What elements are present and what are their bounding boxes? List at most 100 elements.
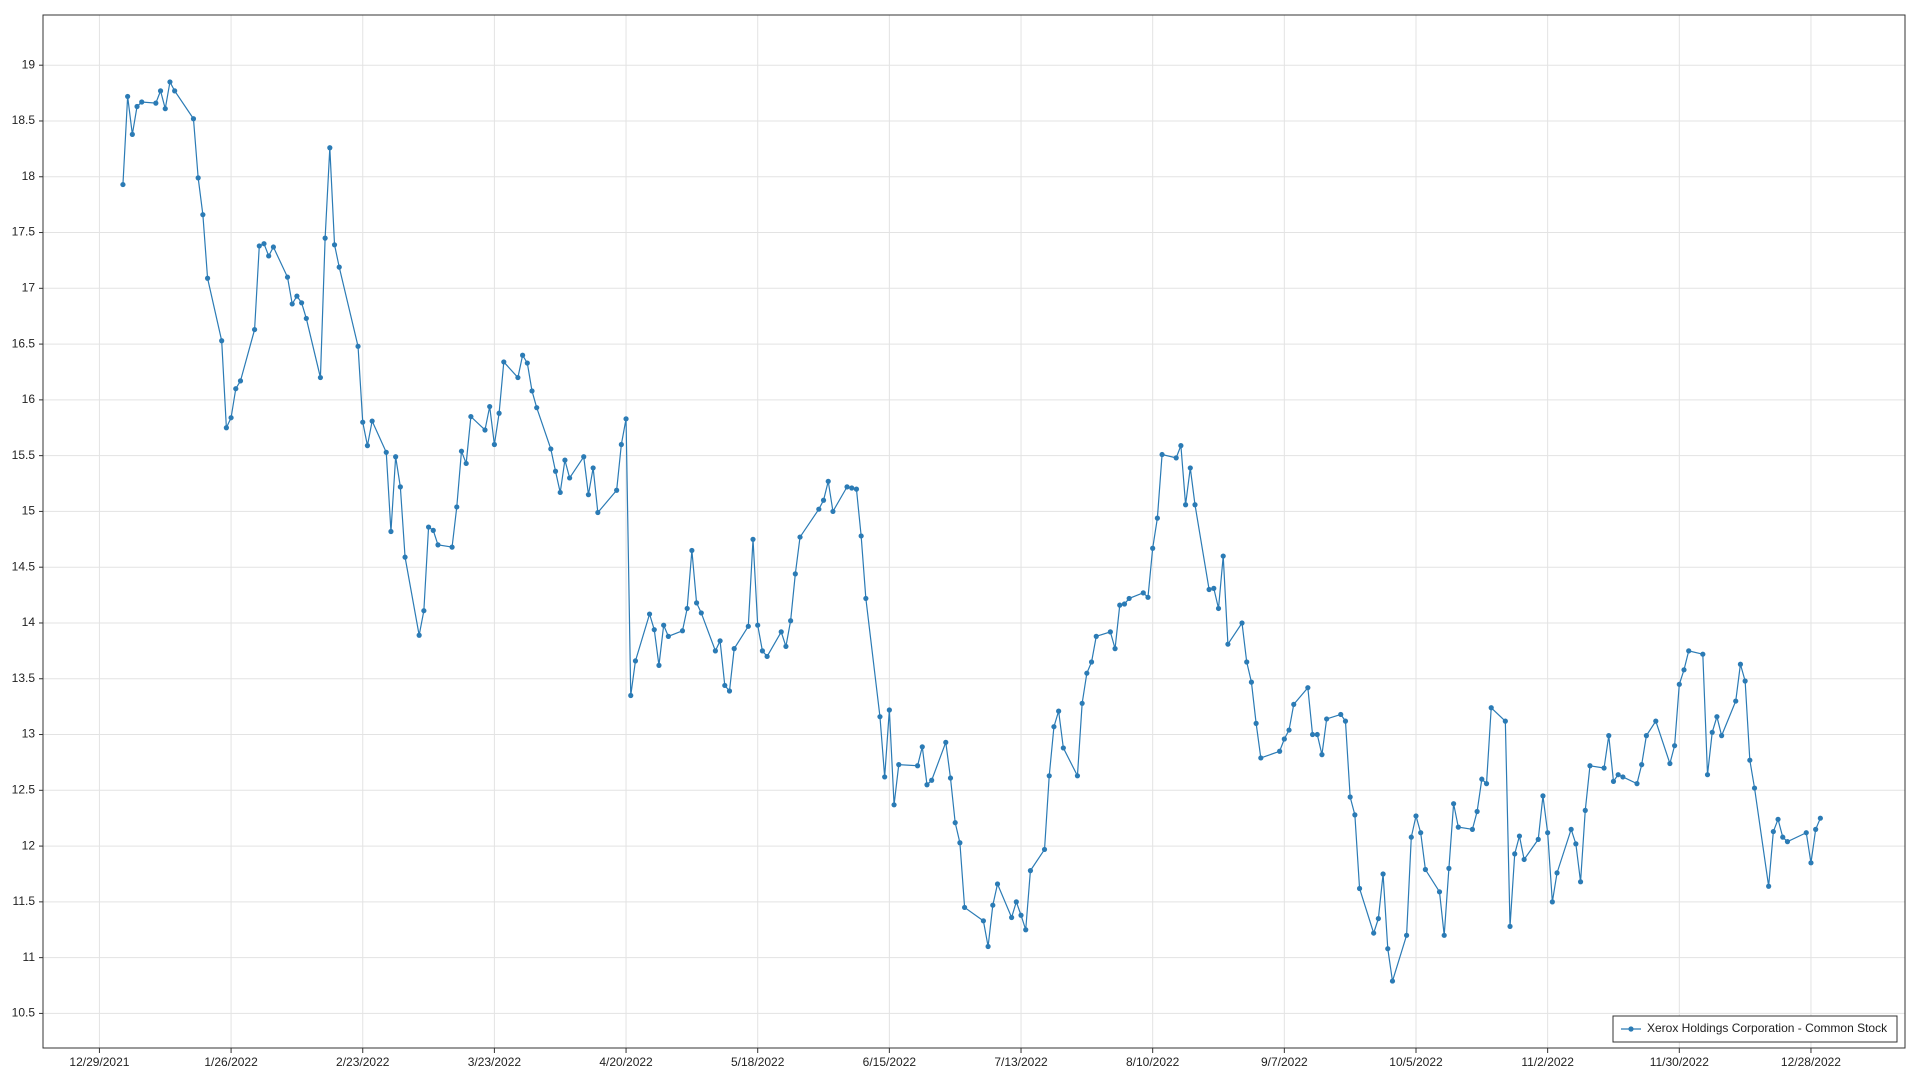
data-point (1770, 828, 1776, 835)
data-point (567, 475, 573, 481)
data-point (1309, 731, 1316, 738)
data-point (1206, 586, 1212, 593)
data-point (1451, 801, 1457, 807)
data-point (745, 623, 751, 629)
data-point (750, 536, 756, 542)
data-point (1319, 752, 1325, 758)
data-point (1568, 826, 1574, 832)
data-point (1140, 590, 1146, 596)
data-point (223, 425, 229, 431)
data-point (656, 662, 662, 668)
data-point (792, 571, 798, 577)
data-point (1253, 720, 1259, 726)
data-point (952, 820, 958, 826)
data-point (421, 608, 427, 614)
data-point (1719, 733, 1725, 739)
data-point (1483, 781, 1490, 787)
data-point (1239, 620, 1245, 626)
data-point (1338, 711, 1344, 718)
x-tick-label: 6/15/2022 (863, 1055, 917, 1069)
data-point (693, 600, 700, 606)
data-point (557, 489, 563, 496)
data-point (1258, 755, 1264, 761)
data-point (1150, 545, 1156, 551)
data-point (632, 658, 639, 664)
data-point (1813, 826, 1819, 832)
y-tick-label: 12 (22, 838, 36, 852)
data-point (1385, 946, 1391, 952)
data-point (755, 622, 761, 628)
data-point (1380, 871, 1386, 877)
data-point (125, 93, 131, 100)
data-point (1742, 678, 1748, 684)
data-point (1173, 455, 1179, 461)
data-point (1389, 978, 1396, 984)
data-point (1507, 923, 1513, 930)
data-point (1375, 915, 1381, 922)
data-point (646, 611, 653, 617)
data-point (863, 595, 869, 602)
data-point (1056, 708, 1062, 714)
data-point (891, 802, 897, 808)
data-point (1009, 914, 1015, 921)
data-point (1305, 685, 1311, 691)
data-point (369, 418, 375, 424)
data-point (947, 775, 954, 781)
data-point (1704, 772, 1711, 778)
data-point (458, 448, 465, 454)
data-point (331, 242, 338, 248)
data-point (1215, 605, 1222, 612)
data-point (1408, 834, 1414, 840)
y-tick-label: 16.5 (12, 336, 36, 350)
data-point (336, 264, 342, 270)
data-point (1667, 760, 1673, 767)
data-point (1403, 932, 1410, 938)
data-point (877, 714, 883, 720)
data-point (1455, 824, 1461, 830)
y-tick-label: 11.5 (13, 894, 36, 908)
data-point (961, 904, 968, 911)
data-point (548, 446, 554, 452)
data-point (1634, 781, 1640, 787)
data-point (515, 374, 521, 381)
data-point (816, 506, 822, 512)
data-point (1709, 729, 1715, 735)
x-tick-label: 5/18/2022 (731, 1055, 785, 1069)
data-point (1159, 451, 1165, 458)
data-point (1023, 927, 1029, 933)
data-point (1474, 808, 1480, 815)
data-point (1248, 679, 1255, 685)
data-point (844, 484, 850, 490)
data-point (990, 902, 996, 908)
data-point (529, 388, 535, 394)
data-point (1112, 646, 1118, 652)
data-point (1606, 733, 1612, 739)
x-tick-label: 3/23/2022 (468, 1055, 522, 1069)
data-point (360, 419, 366, 425)
data-point (618, 441, 624, 448)
data-point (1084, 670, 1090, 676)
data-point (924, 782, 930, 788)
data-point (228, 415, 234, 421)
data-point (1681, 667, 1687, 673)
data-point (524, 360, 530, 366)
data-point (190, 116, 197, 122)
y-tick-label: 16 (22, 392, 36, 406)
data-point (994, 881, 1001, 887)
data-point (1088, 659, 1095, 665)
data-point (204, 275, 211, 281)
data-point (1784, 839, 1791, 845)
data-point (1192, 502, 1198, 508)
data-point (1182, 502, 1189, 508)
y-tick-label: 14 (22, 615, 36, 629)
y-tick-label: 18.5 (12, 113, 36, 127)
data-point (1817, 815, 1823, 821)
data-point (1535, 836, 1541, 842)
data-point (157, 88, 164, 94)
data-point (562, 457, 568, 463)
data-point (393, 454, 399, 460)
data-point (1060, 745, 1066, 751)
data-point (435, 542, 441, 548)
y-tick-label: 19 (22, 57, 36, 71)
